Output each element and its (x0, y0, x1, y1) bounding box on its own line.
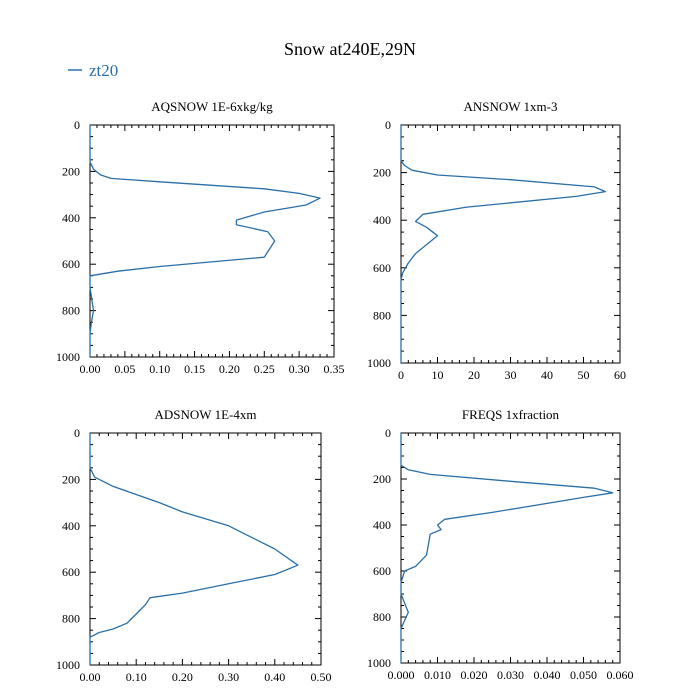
y-tick-label: 1000 (367, 656, 391, 670)
figure-title: Snow at240E,29N (284, 39, 416, 59)
y-tick-label: 400 (373, 518, 391, 532)
panel-3: ADSNOW 1E-4xm 0.00 0.10 0.20 0.30 0.40 0.50 0 20… (56, 407, 332, 684)
x-tick-label: 0.10 (126, 670, 147, 684)
y-tick-label: 1000 (367, 356, 391, 370)
x-tick-label: 40 (541, 368, 553, 382)
x-tick-label: 0.15 (184, 362, 205, 376)
y-tick-label: 400 (373, 213, 391, 227)
y-tick-label: 200 (373, 472, 391, 486)
panel-title: AQSNOW 1E-6xkg/kg (151, 99, 273, 114)
y-tick-label: 0 (74, 426, 80, 440)
x-tick-label: 0.10 (149, 362, 170, 376)
x-tick-label: 0.20 (172, 670, 193, 684)
series-line-zt20 (89, 125, 321, 357)
y-tick-label: 600 (373, 564, 391, 578)
x-tick-label: 0.000 (388, 668, 415, 682)
panel-4: FREQS 1xfraction 0.000 0.010 0.020 0.030 0.04… (367, 407, 634, 682)
x-tick-label: 0.05 (114, 362, 135, 376)
panel-2: ANSNOW 1xm-30 10 20 30 40 50 60020040060080010… (367, 99, 626, 382)
x-tick-label: 0.30 (218, 670, 239, 684)
y-tick-label: 0 (385, 426, 391, 440)
x-tick-label: 0.00 (80, 362, 101, 376)
x-tick-label: 0.50 (311, 670, 332, 684)
series-line-zt20 (89, 433, 299, 665)
y-tick-label: 1000 (56, 350, 80, 364)
y-tick-label: 0 (74, 118, 80, 132)
panel-title: ANSNOW 1xm-3 (463, 99, 557, 114)
x-tick-label: 0.40 (264, 670, 285, 684)
x-tick-label: 0.040 (534, 668, 561, 682)
x-tick-label: 10 (432, 368, 444, 382)
y-tick-label: 400 (62, 211, 80, 225)
x-tick-label: 30 (505, 368, 517, 382)
x-tick-label: 0.00 (80, 670, 101, 684)
axis-frame (400, 432, 621, 664)
y-tick-label: 200 (373, 166, 391, 180)
x-tick-label: 20 (468, 368, 480, 382)
series-line-zt20 (400, 433, 614, 663)
x-tick-label: 0.020 (461, 668, 488, 682)
axis-frame (89, 432, 322, 666)
y-tick-label: 800 (62, 612, 80, 626)
x-tick-label: 0.050 (570, 668, 597, 682)
panel-1: AQSNOW 1E-6xkg/kg 0.00 0.05 0.10 0.15 0.20 0.2… (56, 99, 345, 376)
y-tick-label: 200 (62, 472, 80, 486)
x-tick-label: 0.030 (497, 668, 524, 682)
series-line-zt20 (400, 125, 607, 363)
y-tick-label: 800 (373, 308, 391, 322)
x-tick-label: 0.25 (254, 362, 275, 376)
panel-title: FREQS 1xfraction (462, 407, 560, 422)
legend-label-zt20: zt20 (89, 61, 118, 80)
x-tick-label: 0 (398, 368, 404, 382)
x-tick-label: 0.010 (424, 668, 451, 682)
x-tick-label: 0.30 (289, 362, 310, 376)
y-tick-label: 0 (385, 118, 391, 132)
y-tick-label: 600 (62, 257, 80, 271)
y-tick-label: 200 (62, 164, 80, 178)
panel-title: ADSNOW 1E-4xm (155, 407, 257, 422)
x-tick-label: 0.20 (219, 362, 240, 376)
axis-frame (89, 124, 335, 358)
y-tick-label: 600 (373, 261, 391, 275)
x-tick-label: 0.060 (607, 668, 634, 682)
x-tick-label: 60 (614, 368, 626, 382)
y-tick-label: 1000 (56, 658, 80, 672)
x-tick-label: 50 (578, 368, 590, 382)
y-tick-label: 800 (373, 610, 391, 624)
x-tick-label: 0.35 (324, 362, 345, 376)
axis-frame (400, 124, 621, 364)
y-tick-label: 600 (62, 565, 80, 579)
y-tick-label: 800 (62, 304, 80, 318)
y-tick-label: 400 (62, 519, 80, 533)
legend: zt20 (68, 61, 118, 80)
